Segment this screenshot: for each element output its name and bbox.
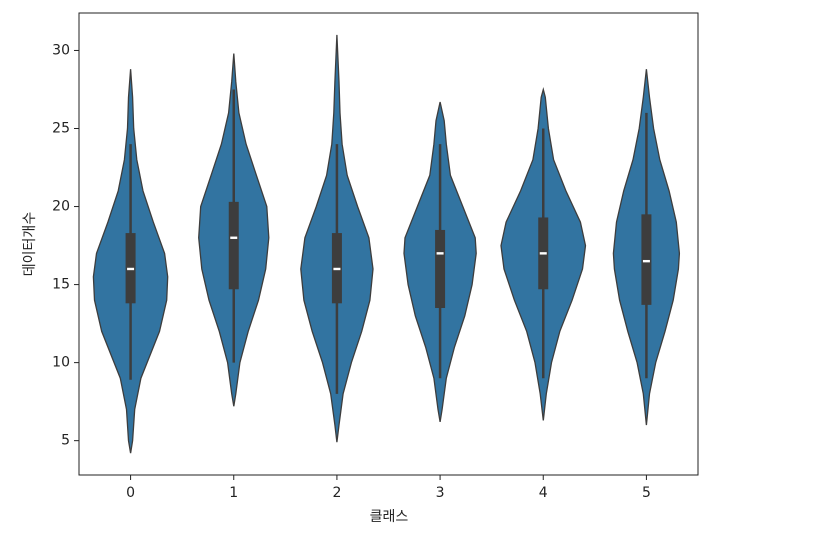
x-tick-label: 5 [642, 485, 651, 501]
x-tick-label: 1 [229, 485, 238, 501]
y-tick-label: 5 [61, 433, 70, 449]
median [127, 267, 135, 271]
x-tick-label: 3 [436, 485, 445, 501]
plot-frame [78, 12, 699, 476]
median [539, 252, 547, 255]
y-tick-label: 15 [52, 277, 70, 293]
y-tick-label: 10 [52, 355, 70, 371]
median [230, 236, 238, 239]
iqr-box [435, 229, 446, 308]
x-tick-label: 0 [126, 485, 135, 501]
iqr-box [641, 214, 652, 305]
iqr-box [228, 201, 239, 290]
x-axis-label: 클래스 [370, 509, 409, 525]
y-tick-label: 25 [52, 121, 70, 137]
x-tick-label: 4 [539, 485, 548, 501]
median [642, 259, 650, 263]
x-tick-label: 2 [332, 485, 341, 501]
median [436, 252, 444, 255]
y-tick-label: 30 [52, 42, 70, 58]
y-axis-label: 데이터개수 [22, 212, 38, 277]
median [333, 267, 341, 271]
y-tick-label: 20 [52, 199, 70, 215]
